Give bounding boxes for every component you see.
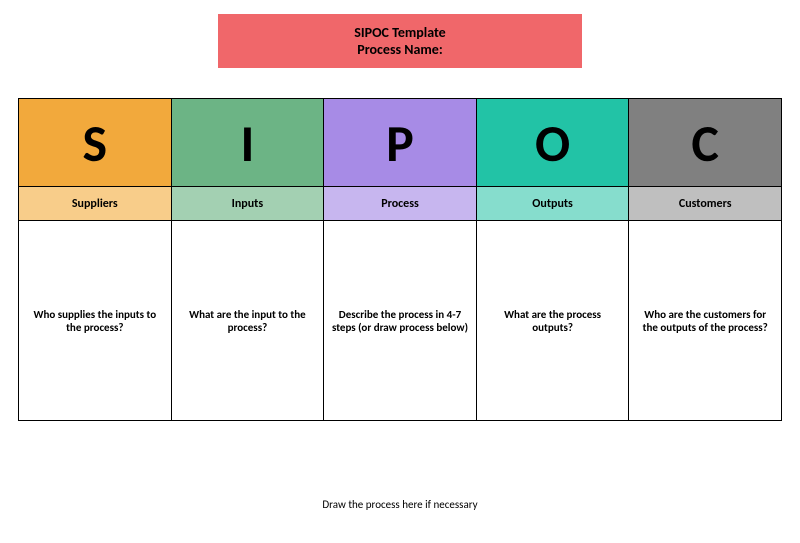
title-line1: SIPOC Template	[354, 24, 445, 41]
col-letter-i: I	[171, 99, 324, 187]
letter-row: S I P O C	[19, 99, 782, 187]
sipoc-grid: S I P O C Suppliers Inputs Process Outpu…	[18, 98, 782, 421]
title-line2: Process Name:	[357, 41, 442, 58]
col-letter-s: S	[19, 99, 172, 187]
col-desc-suppliers: Who supplies the inputs to the process?	[19, 221, 172, 421]
col-desc-outputs: What are the process outputs?	[476, 221, 629, 421]
footer-text: Draw the process here if necessary	[0, 498, 800, 511]
col-label-inputs: Inputs	[171, 187, 324, 221]
col-label-process: Process	[324, 187, 477, 221]
label-row: Suppliers Inputs Process Outputs Custome…	[19, 187, 782, 221]
title-box: SIPOC Template Process Name:	[218, 14, 582, 68]
col-desc-process: Describe the process in 4-7 steps (or dr…	[324, 221, 477, 421]
col-label-outputs: Outputs	[476, 187, 629, 221]
col-label-customers: Customers	[629, 187, 782, 221]
col-letter-c: C	[629, 99, 782, 187]
col-desc-inputs: What are the input to the process?	[171, 221, 324, 421]
col-desc-customers: Who are the customers for the outputs of…	[629, 221, 782, 421]
desc-row: Who supplies the inputs to the process? …	[19, 221, 782, 421]
col-letter-o: O	[476, 99, 629, 187]
col-label-suppliers: Suppliers	[19, 187, 172, 221]
col-letter-p: P	[324, 99, 477, 187]
